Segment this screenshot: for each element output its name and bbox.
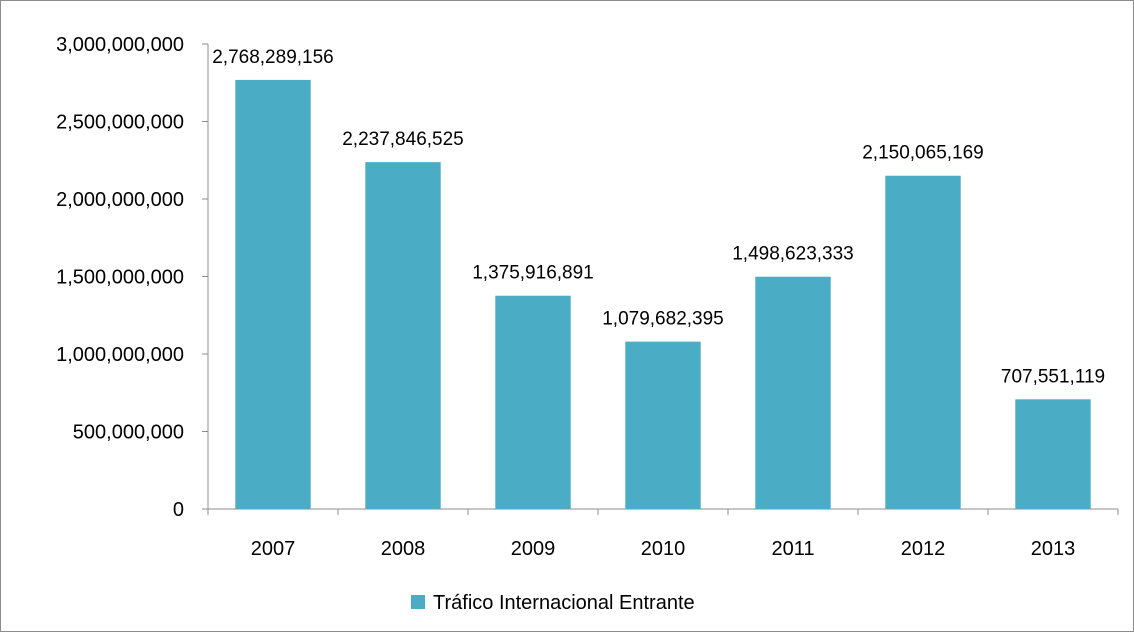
y-tick-label: 1,000,000,000 xyxy=(56,344,184,366)
bar-2009 xyxy=(495,295,571,509)
legend-label: Tráfico Internacional Entrante xyxy=(433,592,695,614)
x-tick-label-2009: 2009 xyxy=(511,538,556,560)
bar-2011 xyxy=(755,276,831,509)
data-label-2011: 1,498,623,333 xyxy=(732,244,854,265)
bar-2010 xyxy=(625,341,701,509)
y-tick-label: 1,500,000,000 xyxy=(56,267,184,289)
bar-2013 xyxy=(1015,399,1091,509)
data-label-2013: 707,551,119 xyxy=(1001,366,1105,387)
y-tick-label: 0 xyxy=(173,499,184,521)
y-tick-labels: 0 500,000,000 1,000,000,000 1,500,000,000 2,… xyxy=(56,34,184,521)
data-label-2012: 2,150,065,169 xyxy=(862,143,984,164)
x-tick-labels: 2007 2008 2009 2010 2011 2012 2013 xyxy=(251,538,1076,560)
legend: Tráfico Internacional Entrante xyxy=(411,592,695,614)
data-labels: 2,768,289,156 2,237,846,525 1,375,916,891 1… xyxy=(212,47,1105,387)
y-tick-label: 2,500,000,000 xyxy=(56,112,184,134)
data-label-2007: 2,768,289,156 xyxy=(212,47,334,68)
bar-2007 xyxy=(235,79,311,509)
data-label-2009: 1,375,916,891 xyxy=(472,263,594,284)
x-tick-label-2007: 2007 xyxy=(251,538,296,560)
data-label-2010: 1,079,682,395 xyxy=(602,309,724,330)
x-tick-label-2011: 2011 xyxy=(771,538,814,560)
bar-2012 xyxy=(885,175,961,509)
x-tick-label-2013: 2013 xyxy=(1031,538,1076,560)
x-tick-label-2008: 2008 xyxy=(381,538,426,560)
data-label-2008: 2,237,846,525 xyxy=(342,129,464,150)
x-tick-label-2010: 2010 xyxy=(641,538,686,560)
y-tick-label: 3,000,000,000 xyxy=(56,34,184,56)
x-tick-label-2012: 2012 xyxy=(901,538,946,560)
y-tick-label: 2,000,000,000 xyxy=(56,189,184,211)
legend-swatch xyxy=(411,595,425,609)
bar-2008 xyxy=(365,162,441,509)
y-tick-label: 500,000,000 xyxy=(73,422,184,444)
bars xyxy=(235,79,1091,509)
